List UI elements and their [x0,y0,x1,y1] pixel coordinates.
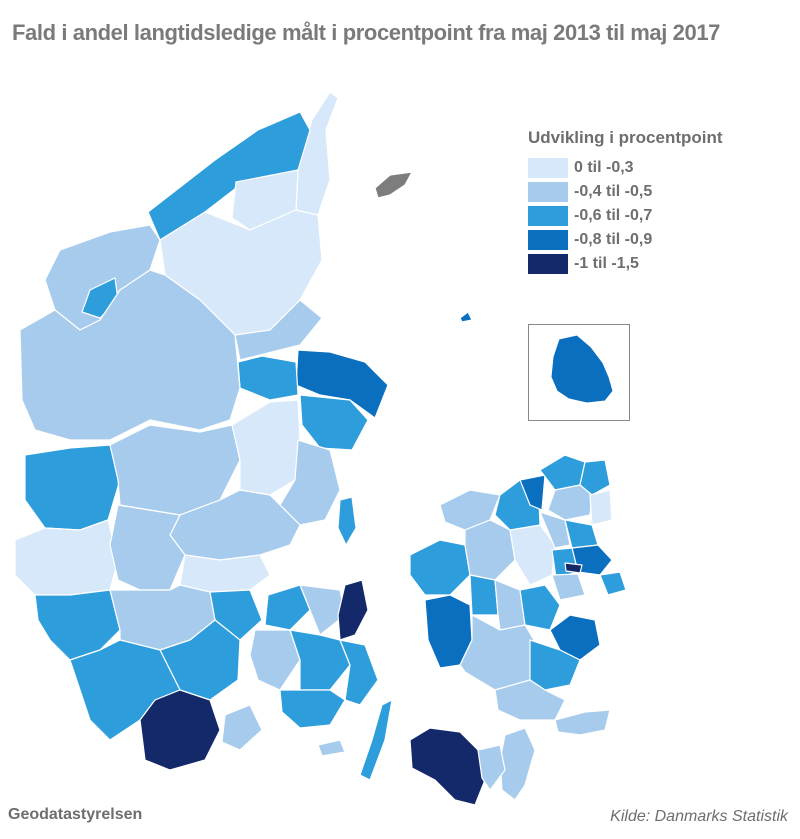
region-billund [109,504,186,591]
region-kerteminde [337,579,369,641]
legend-item: -1 til -1,5 [528,252,778,276]
region-kalundborg [409,539,471,596]
region-amager [599,571,627,596]
region-soroe [469,574,499,616]
legend-title: Udvikling i procentpoint [528,128,723,147]
legend-swatch [528,230,568,250]
legend-swatch [528,182,568,202]
region-greve [551,573,586,601]
region-faaborg [279,689,346,729]
region-bornholm [550,334,614,404]
legend-label: -0,4 til -0,5 [574,183,653,200]
legend-item: -0,4 til -0,5 [528,180,778,204]
region-halsnaes [519,474,546,511]
region-guldborgsund [477,744,506,791]
region-ringsted [494,579,526,631]
region-odense-north [299,584,346,636]
legend-swatch [528,158,568,178]
region-als [221,704,263,751]
region-samsoe [337,496,357,546]
bornholm-map [550,334,614,404]
legend: Udvikling i procentpoint 0 til -0,3 -0,4… [528,128,778,276]
region-nyborg [339,639,379,706]
region-aeroe [317,739,346,757]
region-lolland [409,727,486,806]
map-title: Fald i andel langtidsledige målt i proce… [12,20,721,45]
legend-swatch [528,254,568,274]
legend-label: -0,6 til -0,7 [574,207,653,224]
region-norddjurs [295,349,389,419]
region-helsingoer [579,459,611,496]
region-aabenraa-soenderborg [139,689,221,771]
map-credit: Geodatastyrelsen [8,806,143,823]
region-hilleroed [547,484,593,521]
legend-label: -0,8 til -0,9 [574,231,653,248]
region-viborg [231,399,301,496]
region-holbaek [464,519,516,581]
legend-label: -1 til -1,5 [574,255,639,272]
region-herning [109,424,241,516]
region-horsens [179,554,271,593]
region-lemvig-struer [19,269,241,441]
region-christiansoe [459,311,473,323]
legend-item: -0,6 til -0,7 [528,204,778,228]
region-nordsjaelland-east [589,489,613,526]
region-roskilde [509,524,556,586]
data-source: Kilde: Danmarks Statistik [610,808,788,825]
region-middelfart [264,584,311,631]
region-fredericia [209,589,263,641]
bornholm-inset [528,324,630,421]
region-mariagerfjord [234,299,323,361]
region-egedal [539,511,571,549]
region-vordingborg [494,679,566,721]
region-hvidovre [564,562,583,574]
region-odense [289,629,351,691]
region-moen [554,709,611,736]
legend-item: -0,8 til -0,9 [528,228,778,252]
region-ringkoebing-skjern [24,444,121,531]
region-anholt [374,171,413,199]
legend-swatch [528,206,568,226]
legend-label: 0 til -0,3 [574,159,634,176]
region-falster [499,727,536,801]
legend-item: 0 til -0,3 [528,156,778,180]
region-skive [237,355,299,401]
region-koege [519,584,561,631]
region-langeland [359,699,393,781]
region-varde [14,519,119,596]
region-syddjurs [299,394,369,451]
region-aarhus [279,439,341,526]
